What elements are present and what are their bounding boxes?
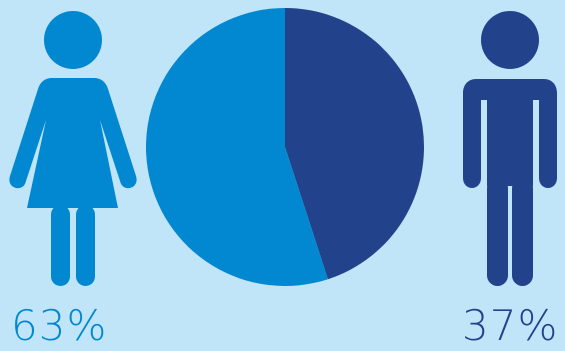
female-percentage: 63%	[11, 301, 108, 350]
male-figure-icon	[463, 11, 557, 286]
pie-slice-male	[285, 8, 425, 280]
female-figure-icon	[9, 11, 137, 286]
male-percentage: 37%	[462, 301, 559, 350]
pie-slice-female	[146, 8, 328, 286]
